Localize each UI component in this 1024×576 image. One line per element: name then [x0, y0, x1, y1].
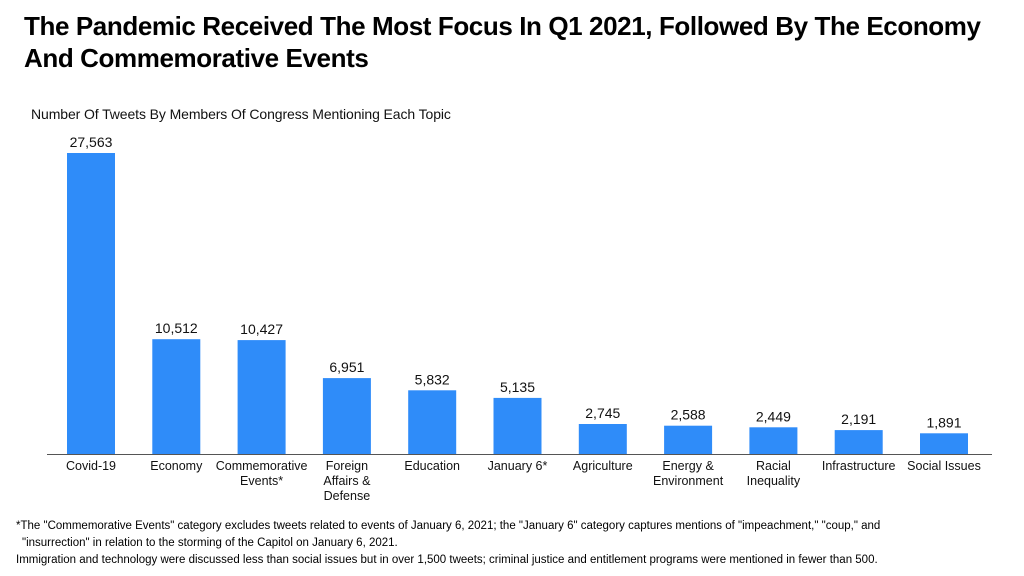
value-label-1: 27,563: [70, 134, 113, 150]
category-label-4: Foreign Affairs & Defense: [323, 459, 371, 503]
bar-1: [67, 153, 115, 454]
bar-10: [834, 430, 883, 454]
category-label-9: Racial Inequality: [747, 459, 801, 488]
value-label-6: 5,135: [500, 379, 535, 395]
category-label-7: Agriculture: [573, 459, 633, 473]
bar-5: [408, 390, 457, 454]
category-label-11: Social Issues: [907, 459, 981, 473]
footnote-line-1: *The "Commemorative Events" category exc…: [16, 520, 881, 532]
value-label-2: 10,512: [155, 320, 198, 336]
bar-6: [493, 397, 542, 454]
category-label-10: Infrastructure: [822, 459, 896, 473]
value-label-5: 5,832: [415, 371, 450, 387]
value-label-9: 2,449: [756, 408, 791, 424]
chart-title: The Pandemic Received The Most Focus In …: [24, 11, 981, 73]
footnotes: *The "Commemorative Events" category exc…: [16, 518, 1016, 569]
category-label-1: Covid-19: [66, 459, 116, 473]
footnote-line-2: "insurrection" in relation to the stormi…: [22, 537, 398, 549]
bar-8: [664, 425, 713, 454]
category-label-5: Education: [404, 459, 460, 473]
bar-7: [578, 424, 627, 454]
category-label-3: Commemorative Events*: [216, 459, 308, 488]
bar-2: [152, 339, 201, 454]
value-label-11: 1,891: [926, 414, 961, 430]
bar-3: [237, 340, 286, 454]
value-label-10: 2,191: [841, 411, 876, 427]
category-label-8: Energy & Environment: [653, 459, 724, 488]
bar-9: [749, 427, 798, 454]
bar-4: [322, 378, 371, 454]
bar-chart: 27,563 Covid-19 10,512 Economy 10,427 Commemo…: [47, 134, 992, 503]
value-label-7: 2,745: [585, 405, 620, 421]
chart-subtitle: Number Of Tweets By Members Of Congress …: [31, 106, 451, 122]
footnote-line-3: Immigration and technology were discusse…: [16, 554, 878, 566]
value-label-4: 6,951: [329, 359, 364, 375]
category-label-2: Economy: [150, 459, 203, 473]
category-label-6: January 6*: [488, 459, 548, 473]
value-label-3: 10,427: [240, 321, 283, 337]
value-label-8: 2,588: [671, 407, 706, 423]
bar-11: [920, 433, 968, 454]
